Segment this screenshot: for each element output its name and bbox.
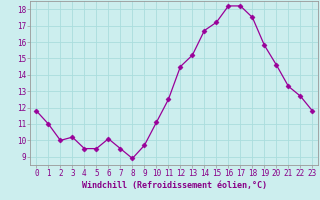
X-axis label: Windchill (Refroidissement éolien,°C): Windchill (Refroidissement éolien,°C) [82, 181, 267, 190]
